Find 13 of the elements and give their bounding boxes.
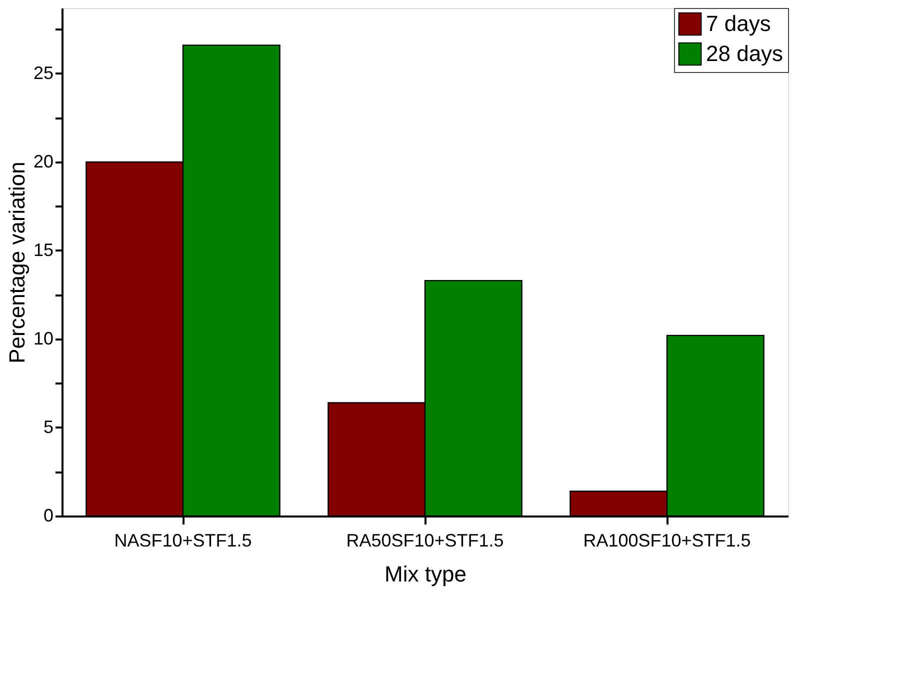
y-tick-label: 25	[33, 62, 54, 83]
y-tick-label: 20	[33, 151, 54, 172]
x-tick-label: RA50SF10+STF1.5	[346, 530, 504, 550]
x-tick-label: NASF10+STF1.5	[114, 530, 252, 550]
y-tick-label: 5	[43, 417, 54, 437]
legend-label: 7 days	[706, 11, 771, 36]
legend-label: 28 days	[706, 41, 784, 66]
x-axis-title: Mix type	[384, 562, 466, 586]
y-tick-label: 10	[33, 328, 54, 348]
y-tick-label: 15	[33, 240, 54, 260]
y-tick-label: 0	[43, 506, 54, 526]
x-tick-label: RA100SF10+STF1.5	[583, 530, 751, 550]
y-axis-title: Percentage variation	[4, 162, 30, 364]
